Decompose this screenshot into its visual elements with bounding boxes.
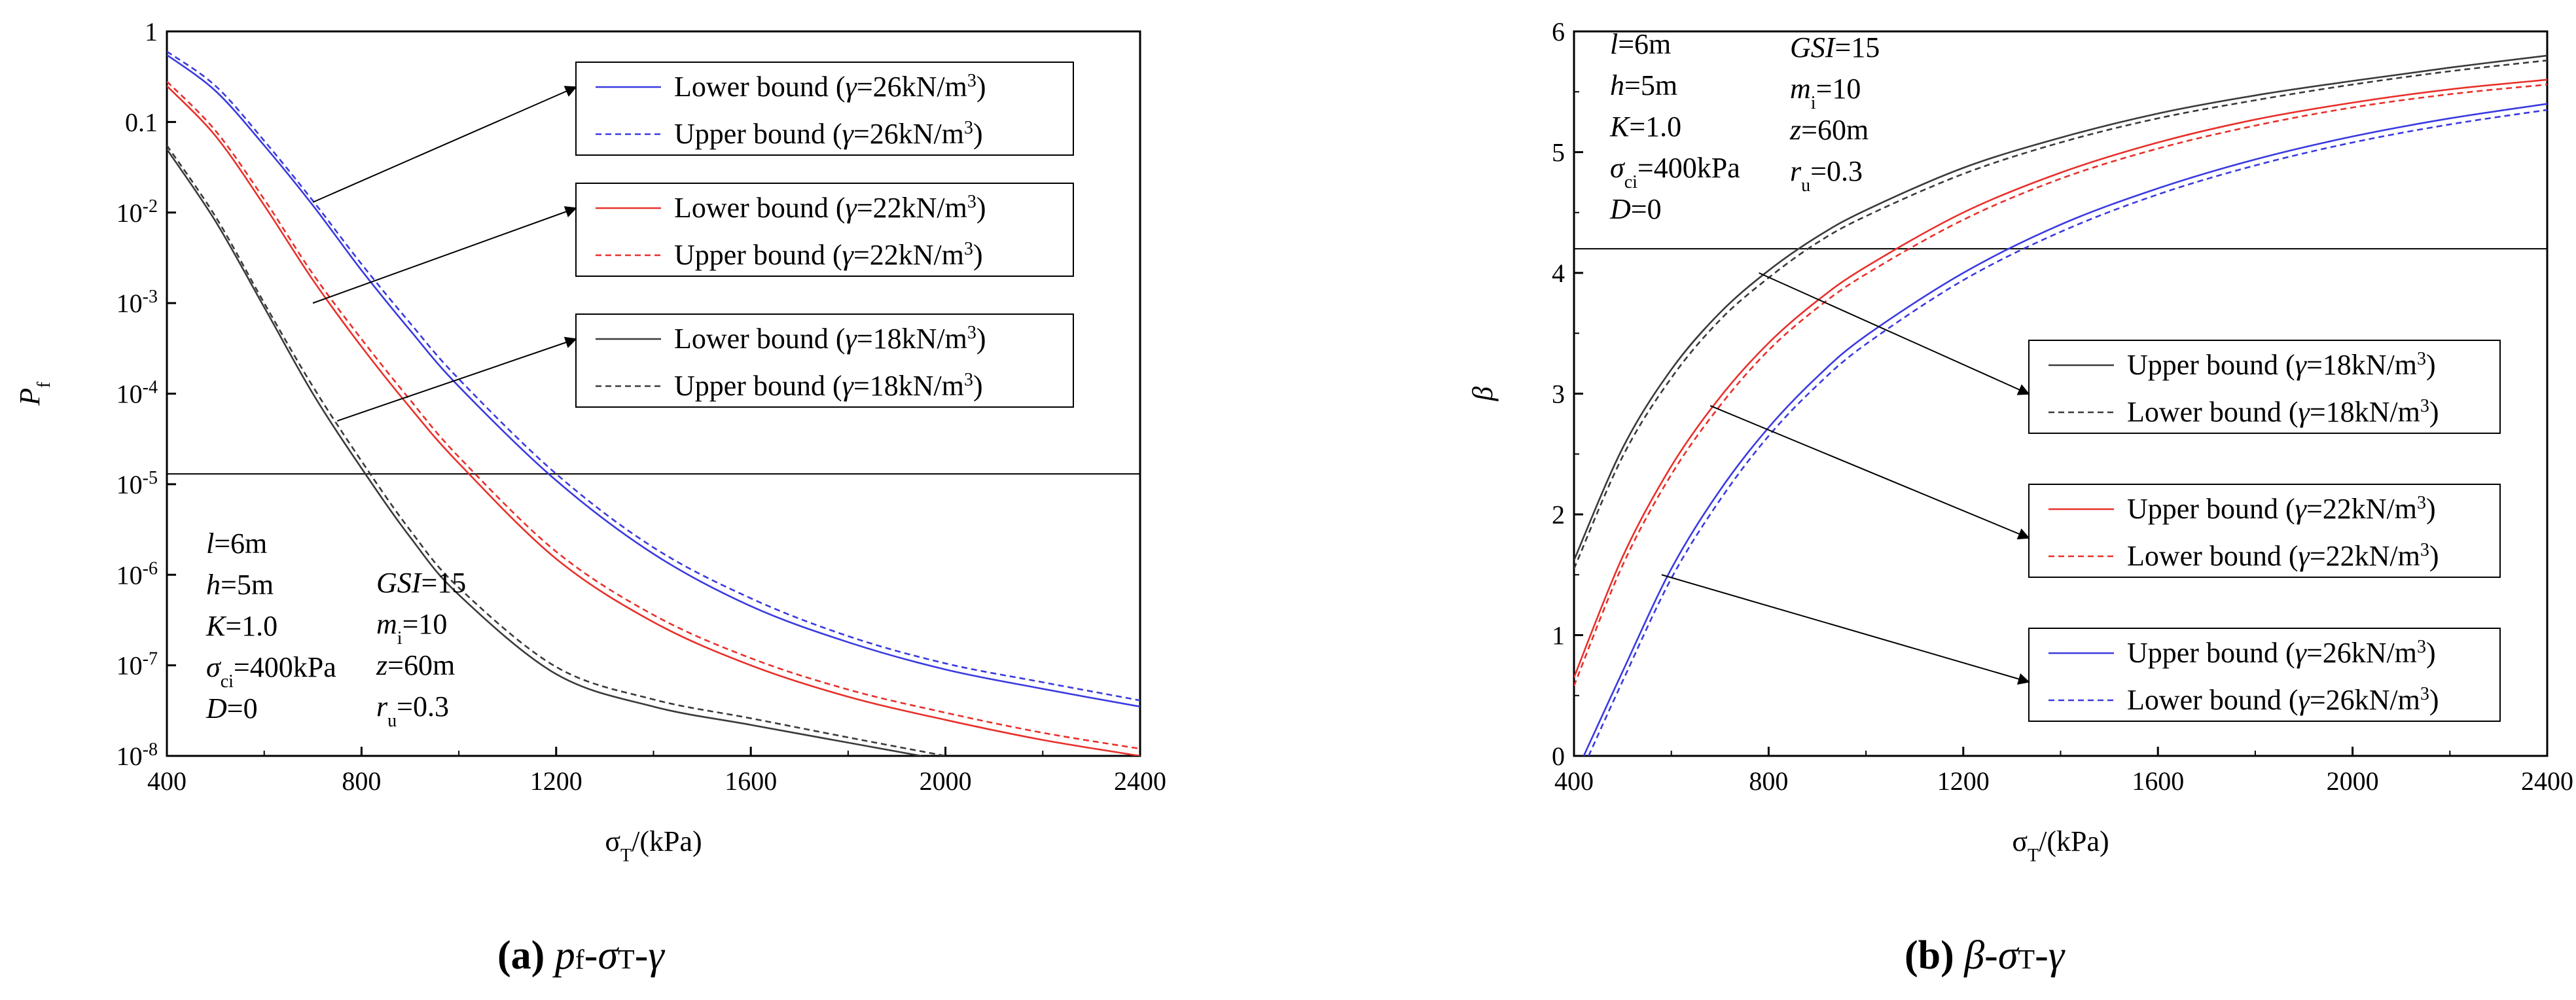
legend-label: Lower bound (γ=26kN/m3) [674, 71, 986, 103]
param-label: ru=0.3 [1790, 155, 1863, 196]
series-line-1 [167, 54, 1140, 707]
legend-arrow [312, 206, 577, 304]
x-tick-label: 800 [1749, 766, 1788, 796]
legend-box [2028, 340, 2501, 434]
param-label: z=60m [1789, 114, 1869, 146]
legend-label: Lower bound (γ=22kN/m3) [2127, 540, 2439, 573]
series-line-5 [1583, 103, 2547, 756]
param-label: ru=0.3 [376, 690, 449, 731]
x-tick-label: 400 [1554, 766, 1594, 796]
legend-box [2028, 628, 2501, 722]
series-line-1 [1574, 54, 2547, 561]
series-line-2 [1574, 59, 2547, 569]
legend-label: Upper bound (γ=18kN/m3) [674, 370, 983, 402]
y-tick-label: 10-6 [116, 558, 158, 590]
y-tick-label: 10-8 [116, 740, 158, 772]
x-tick-label: 2400 [2521, 766, 2573, 796]
x-tick-label: 400 [147, 766, 187, 796]
param-label: GSI=15 [376, 567, 466, 599]
legend-label: Upper bound (γ=26kN/m3) [2127, 637, 2436, 670]
x-tick-label: 1600 [724, 766, 777, 796]
param-label: h=5m [1610, 69, 1677, 101]
y-tick-label: 10-3 [116, 287, 158, 319]
legend-arrow [1759, 272, 2030, 395]
chart-panel-b: 400 800 1200 1600 2000 2400 0 1 2 3 4 5 6 σT/(kPa) β Up… [1467, 17, 2573, 978]
param-label: K=1.0 [206, 610, 277, 642]
y-tick-label: 10-2 [116, 196, 158, 228]
y-tick-label: 0.1 [125, 107, 158, 137]
legend-label: Lower bound (γ=22kN/m3) [674, 192, 986, 224]
legend-label: Upper bound (γ=22kN/m3) [674, 239, 983, 272]
y-axis-label: Pf [14, 382, 54, 406]
param-label: σci=400kPa [206, 651, 336, 692]
y-tick-label: 3 [1552, 380, 1565, 409]
param-label: K=1.0 [1609, 111, 1681, 143]
x-tick-label: 2000 [920, 766, 972, 796]
legend-label: Lower bound (γ=18kN/m3) [674, 323, 986, 355]
param-label: mi=10 [376, 608, 447, 649]
series-line-4 [167, 80, 1140, 750]
y-tick-label: 1 [1552, 621, 1565, 651]
legend-arrow [1661, 574, 2030, 685]
x-tick-label: 800 [342, 766, 381, 796]
y-tick-label: 2 [1552, 500, 1565, 529]
legend-label: Lower bound (γ=26kN/m3) [2127, 684, 2439, 717]
y-tick-label: 6 [1552, 17, 1565, 46]
legend-arrow [1709, 405, 2030, 540]
y-tick-label: 10-4 [116, 377, 158, 409]
y-axis-label: β [1467, 386, 1499, 401]
param-label: D=0 [206, 692, 258, 724]
x-axis-label: σT/(kPa) [2012, 825, 2109, 866]
legend-box [575, 313, 1074, 408]
series-line-3 [167, 85, 1140, 756]
param-label: mi=10 [1790, 73, 1861, 113]
legend-box [2028, 484, 2501, 578]
legend-box [575, 62, 1074, 156]
x-tick-label: 2000 [2327, 766, 2379, 796]
series-line-6 [1588, 109, 2547, 756]
legend-label: Upper bound (γ=18kN/m3) [2127, 349, 2436, 382]
y-tick-label: 1 [145, 17, 158, 46]
y-tick-label: 4 [1552, 259, 1565, 288]
y-tick-label: 10-7 [116, 649, 158, 681]
chart-panel-a: 400 800 1200 1600 2000 2400 1 0.1 10-2 10-3 10-4 10… [14, 17, 1166, 978]
param-label: l=6m [206, 527, 267, 560]
param-label: z=60m [376, 649, 455, 681]
param-label: σci=400kPa [1610, 152, 1740, 192]
legend-box [575, 183, 1074, 277]
legend-label: Upper bound (γ=22kN/m3) [2127, 493, 2436, 526]
x-tick-label: 2400 [1114, 766, 1166, 796]
y-tick-label: 10-5 [116, 467, 158, 499]
series-line-6 [167, 145, 946, 756]
param-label: l=6m [1610, 28, 1671, 60]
panel-caption: (a) pf-σT-γ [497, 933, 665, 978]
x-axis-label: σT/(kPa) [605, 825, 702, 866]
series-line-2 [167, 50, 1140, 702]
x-tick-label: 1200 [1937, 766, 1990, 796]
param-label: GSI=15 [1790, 31, 1880, 63]
legend-label: Upper bound (γ=26kN/m3) [674, 118, 983, 151]
x-tick-label: 1600 [2132, 766, 2184, 796]
x-tick-label: 1200 [530, 766, 582, 796]
legend-arrow [312, 86, 577, 203]
legend-label: Lower bound (γ=18kN/m3) [2127, 396, 2439, 429]
y-tick-label: 5 [1552, 138, 1565, 168]
legend-arrow [336, 336, 577, 422]
series-line-3 [1574, 79, 2547, 678]
series-line-5 [167, 149, 921, 756]
panel-caption: (b) β-σT-γ [1905, 933, 2066, 978]
param-label: D=0 [1609, 193, 1662, 225]
param-label: h=5m [206, 569, 274, 601]
y-tick-label: 0 [1552, 741, 1565, 771]
